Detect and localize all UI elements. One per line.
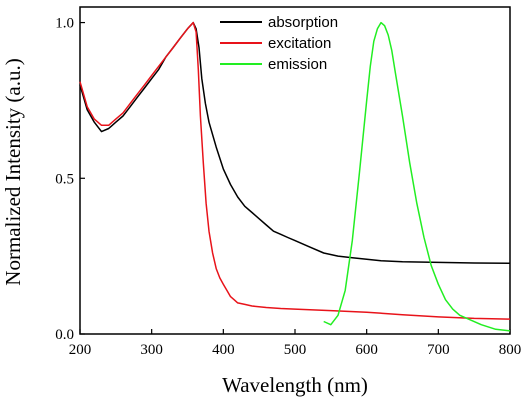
y-axis: 0.0 0.5 1.0 [55,16,85,343]
legend: absorption excitation emission [220,14,338,73]
y-tick-label: 0.0 [55,327,74,343]
x-tick-label: 800 [499,342,522,358]
x-tick-label: 200 [69,342,92,358]
x-tick-label: 400 [212,342,235,358]
x-axis-title: Wavelength (nm) [222,373,368,397]
excitation-line [79,21,511,320]
absorption-line [79,21,511,265]
plot-area [79,21,511,332]
legend-label-absorption: absorption [268,14,338,31]
x-axis: 200 300 400 500 600 700 800 [69,329,522,358]
x-tick-label: 600 [355,342,378,358]
x-tick-label: 500 [284,342,307,358]
emission-line [323,21,511,332]
y-tick-label: 0.5 [55,171,74,187]
y-axis-title: Normalized Intensity (a.u.) [1,58,25,285]
x-tick-label: 300 [140,342,163,358]
legend-label-excitation: excitation [268,35,331,52]
legend-label-emission: emission [268,56,327,73]
x-tick-label: 700 [427,342,450,358]
y-tick-label: 1.0 [55,16,74,32]
